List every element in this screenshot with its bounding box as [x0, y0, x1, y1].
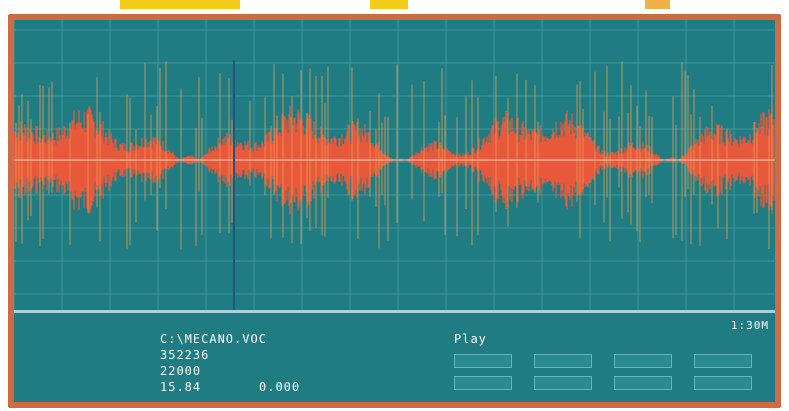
play-button[interactable]: [454, 354, 512, 368]
info-row-file: C:\MECANO.VOC: [14, 332, 434, 348]
duration-value: 15.84: [160, 380, 202, 394]
top-tab: [370, 0, 408, 9]
file-name-value: C:\MECANO.VOC: [160, 332, 267, 346]
file-info-panel: C:\MECANO.VOC 352236 22000 15.84 0.000: [14, 332, 775, 402]
audio-editor-screen: 1:30M C:\MECANO.VOC 352236 22000 15.84 0…: [14, 20, 775, 402]
position-value: 0.000: [259, 380, 301, 394]
waveform-display[interactable]: [14, 20, 775, 312]
time-readout: 1:30M: [730, 319, 769, 332]
control-button-8[interactable]: [694, 376, 752, 390]
timeline-divider: [14, 310, 775, 313]
info-row-time: 15.84 0.000: [14, 380, 434, 396]
control-button-5[interactable]: [454, 376, 512, 390]
control-button-4[interactable]: [694, 354, 752, 368]
control-button-2[interactable]: [534, 354, 592, 368]
file-size-value: 352236: [160, 348, 210, 362]
top-tab: [645, 0, 670, 9]
top-tab: [120, 0, 240, 9]
transport-controls: Play: [454, 332, 774, 402]
control-button-7[interactable]: [614, 376, 672, 390]
control-button-6[interactable]: [534, 376, 592, 390]
top-strip: [0, 0, 789, 16]
play-label: Play: [454, 332, 487, 346]
info-row-size: 352236: [14, 348, 434, 364]
control-button-3[interactable]: [614, 354, 672, 368]
info-row-rate: 22000: [14, 364, 434, 380]
sample-rate-value: 22000: [160, 364, 202, 378]
